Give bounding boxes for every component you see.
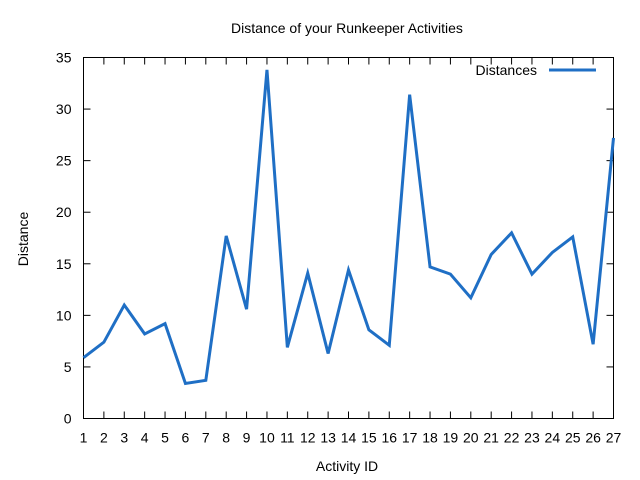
series-lines: [82, 69, 615, 386]
legend-label-distances: Distances: [476, 62, 537, 78]
y-tick-label: 5: [64, 359, 72, 375]
y-tick-label: 10: [56, 307, 72, 323]
x-tick-label: 26: [585, 430, 601, 446]
x-tick-label: 10: [259, 430, 275, 446]
y-tick-label: 35: [56, 50, 72, 66]
x-tick-label: 24: [545, 430, 561, 446]
x-tick-label: 4: [141, 430, 149, 446]
y-tick-label: 15: [56, 256, 72, 272]
x-tick-label: 1: [80, 430, 88, 446]
legend: Distances: [476, 62, 596, 78]
x-tick-label: 3: [120, 430, 128, 446]
x-tick-label: 8: [222, 430, 230, 446]
x-tick-label: 12: [300, 430, 316, 446]
x-tick-label: 7: [202, 430, 210, 446]
x-tick-label: 17: [402, 430, 418, 446]
y-tick-label: 20: [56, 204, 72, 220]
y-tick-label: 30: [56, 101, 72, 117]
x-tick-label: 5: [161, 430, 169, 446]
x-tick-label: 13: [320, 430, 336, 446]
x-tick-label: 9: [243, 430, 251, 446]
y-tick-label: 25: [56, 153, 72, 169]
x-tick-label: 20: [463, 430, 479, 446]
x-tick-label: 22: [504, 430, 520, 446]
x-tick-label: 23: [524, 430, 540, 446]
x-tick-label: 18: [422, 430, 438, 446]
chart-title: Distance of your Runkeeper Activities: [231, 20, 463, 36]
x-tick-label: 19: [443, 430, 459, 446]
x-tick-label: 21: [483, 430, 499, 446]
axis-ticks: [83, 57, 614, 419]
x-tick-label: 27: [606, 430, 622, 446]
x-axis-label: Activity ID: [316, 458, 378, 474]
x-tick-label: 15: [361, 430, 377, 446]
x-tick-label: 6: [182, 430, 190, 446]
y-tick-label: 0: [64, 411, 72, 427]
series-line-distances: [82, 69, 615, 386]
x-tick-label: 16: [381, 430, 397, 446]
plot-area-frame: [83, 57, 614, 419]
x-tick-label: 11: [280, 430, 295, 446]
x-tick-label: 2: [100, 430, 108, 446]
x-tick-label: 25: [565, 430, 581, 446]
y-axis-label: Distance: [15, 212, 31, 267]
x-tick-label: 14: [341, 430, 357, 446]
